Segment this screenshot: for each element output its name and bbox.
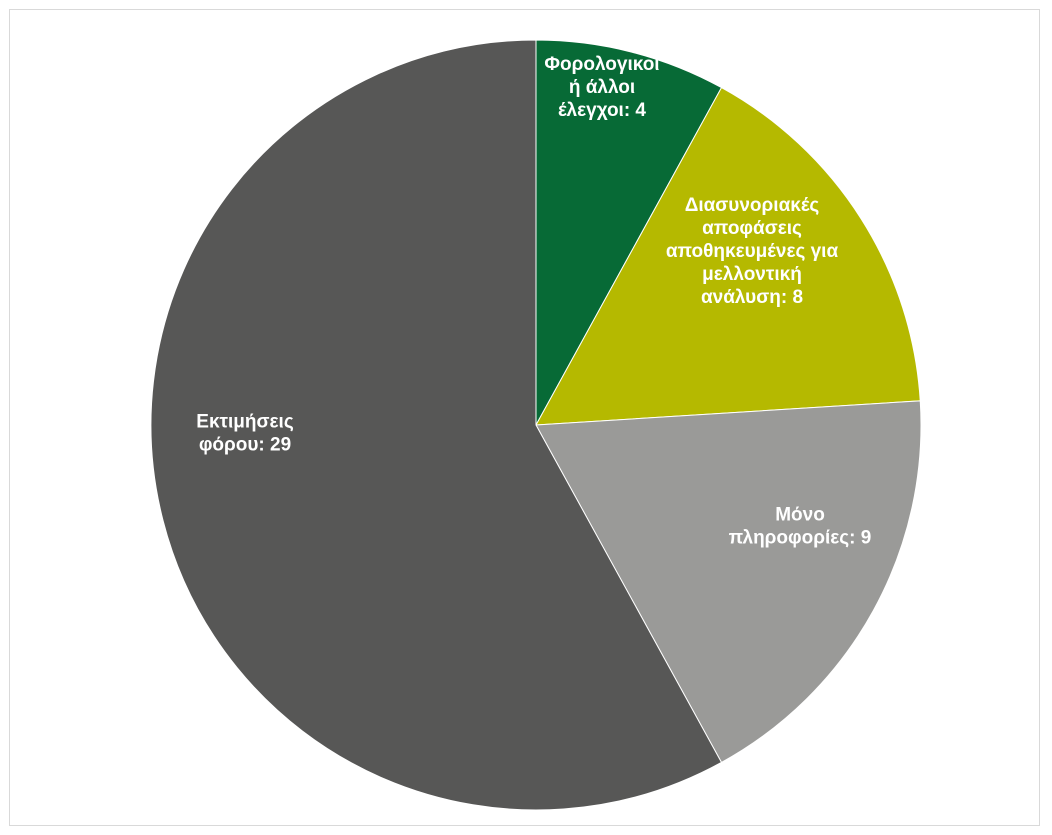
slice-label-line: Διασυνοριακές: [685, 195, 820, 216]
slice-label-line: Εκτιμήσεις: [196, 412, 294, 433]
slice-label-2: Διασυνοριακές αποφάσεις αποθηκευμένες για μ…: [666, 195, 839, 308]
slice-label-1: Φορολογικοί ή άλλοι έλεγχοι: 4: [544, 54, 659, 121]
pie-labels: Φορολογικοί ή άλλοι έλεγχοι: 4 Διασυνοριακέ…: [196, 54, 871, 549]
slice-label-line: ή άλλοι: [569, 77, 635, 98]
slice-label-line: αποθηκευμένες για: [666, 241, 839, 262]
pie-slices: [150, 39, 922, 811]
slice-label-line: Μόνο: [775, 505, 825, 526]
slice-label-line: έλεγχοι: 4: [558, 100, 646, 121]
slice-label-4: Εκτιμήσεις φόρου: 29: [196, 412, 294, 456]
slice-label-line: μελλοντική: [702, 264, 802, 285]
slice-label-line: φόρου: 29: [199, 435, 291, 456]
pie-slice-3: [535, 400, 922, 764]
slice-label-3: Μόνο πληροφορίες: 9: [729, 505, 872, 549]
slice-label-line: πληροφορίες: 9: [729, 528, 872, 549]
slice-label-line: Φορολογικοί: [544, 54, 659, 75]
pie-slice-2: [535, 86, 921, 426]
pie-slice-4: [150, 39, 723, 811]
slice-label-line: ανάλυση: 8: [701, 287, 803, 308]
slice-label-line: αποφάσεις: [702, 218, 802, 239]
pie-slice-1: [535, 39, 723, 426]
